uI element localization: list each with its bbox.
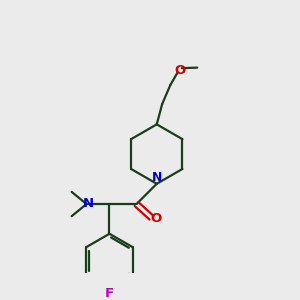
Text: N: N (82, 197, 93, 210)
Text: F: F (105, 287, 114, 300)
Text: O: O (151, 212, 162, 225)
Text: O: O (174, 64, 185, 77)
Text: N: N (152, 171, 163, 184)
